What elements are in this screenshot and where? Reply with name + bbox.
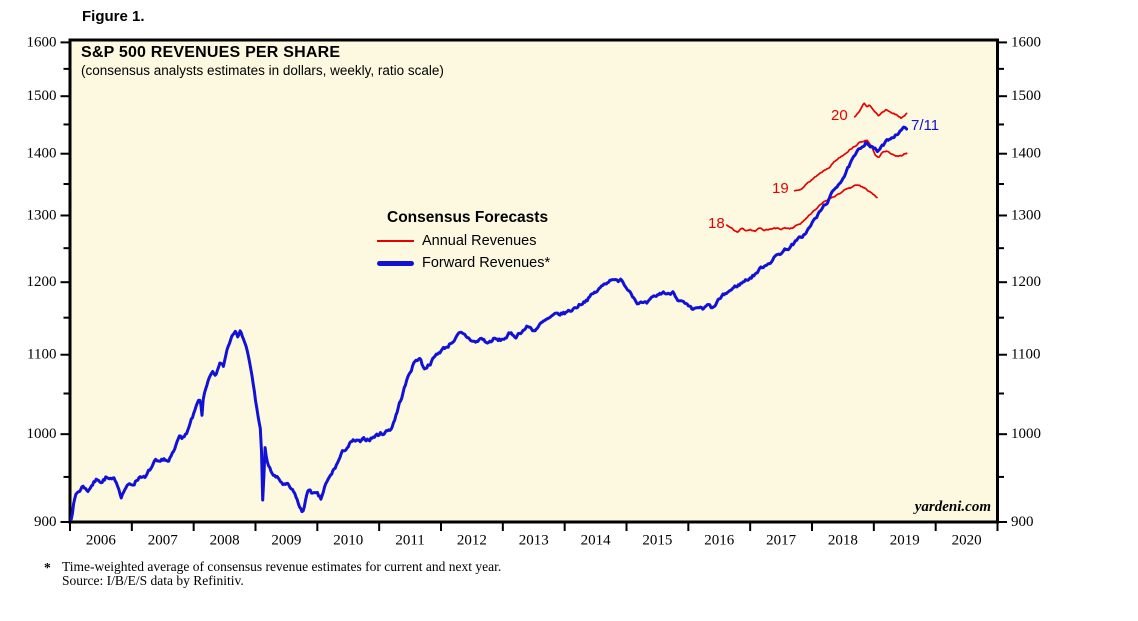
- x-year-label: 2014: [581, 532, 612, 548]
- footnote: Time-weighted average of consensus reven…: [62, 560, 501, 587]
- y-tick-label-left: 1300: [27, 207, 57, 223]
- annotation-2019: 19: [772, 180, 789, 197]
- y-tick-label-right: 1400: [1011, 146, 1041, 162]
- y-tick-label-right: 1200: [1011, 274, 1041, 290]
- y-tick-label-right: 1100: [1011, 347, 1040, 363]
- series-annual-revenues-2019-consensus: [793, 139, 908, 192]
- y-tick-label-left: 1200: [27, 274, 57, 290]
- forward-revenues-line-swatch: [377, 260, 414, 266]
- y-tick-label-left: 1500: [27, 88, 57, 104]
- x-year-label: 2016: [704, 532, 735, 548]
- x-year-label: 2015: [642, 532, 672, 548]
- x-year-label: 2006: [86, 532, 117, 548]
- legend-title: Consensus Forecasts: [387, 209, 549, 226]
- legend-item-forward-revenues: Forward Revenues*: [377, 252, 550, 274]
- chart-title: S&P 500 REVENUES PER SHARE: [81, 44, 341, 61]
- annual-revenues-line-swatch: [377, 239, 414, 243]
- x-year-label: 2013: [519, 532, 549, 548]
- footnote-asterisk: *: [44, 560, 51, 575]
- y-tick-label-left: 1100: [27, 347, 56, 363]
- y-tick-label-left: 900: [34, 514, 57, 530]
- x-year-label: 2008: [210, 532, 240, 548]
- y-tick-label-right: 900: [1011, 514, 1034, 530]
- x-year-label: 2012: [457, 532, 487, 548]
- footnote-line2: Source: I/B/E/S data by Refinitiv.: [62, 572, 244, 588]
- series-annual-revenues-2018-consensus: [725, 184, 878, 233]
- x-year-label: 2010: [333, 532, 363, 548]
- x-year-label: 2007: [148, 532, 179, 548]
- plot-background: [68, 38, 999, 524]
- y-tick-label-left: 1000: [27, 426, 57, 442]
- x-year-label: 2018: [828, 532, 858, 548]
- legend-label: Forward Revenues*: [422, 255, 551, 271]
- footnote-line1: Time-weighted average of consensus reven…: [62, 559, 502, 574]
- annotation-2018: 18: [708, 215, 725, 232]
- annotation-2020: 20: [831, 107, 848, 124]
- figure-label: Figure 1.: [82, 8, 145, 25]
- x-year-label: 2011: [395, 532, 424, 548]
- y-tick-label-right: 1600: [1011, 34, 1041, 50]
- y-tick-label-right: 1300: [1011, 207, 1041, 223]
- y-tick-label-left: 1600: [27, 34, 57, 50]
- y-tick-label-left: 1400: [27, 146, 57, 162]
- y-tick-label-right: 1000: [1011, 426, 1041, 442]
- legend: Consensus Forecasts Annual Revenues Forw…: [377, 209, 550, 274]
- x-year-label: 2017: [766, 532, 797, 548]
- x-year-label: 2020: [952, 532, 982, 548]
- y-tick-label-right: 1500: [1011, 88, 1041, 104]
- x-year-label: 2009: [271, 532, 301, 548]
- legend-label: Annual Revenues: [422, 233, 537, 249]
- series-annual-revenues-2020-consensus: [853, 102, 908, 119]
- watermark: yardeni.com: [914, 499, 991, 515]
- x-year-label: 2019: [890, 532, 920, 548]
- legend-item-annual-revenues: Annual Revenues: [377, 230, 550, 252]
- series-forward-revenues: [69, 125, 909, 521]
- chart-subtitle: (consensus analysts estimates in dollars…: [81, 63, 444, 78]
- annotation-latest-date: 7/11: [911, 117, 940, 134]
